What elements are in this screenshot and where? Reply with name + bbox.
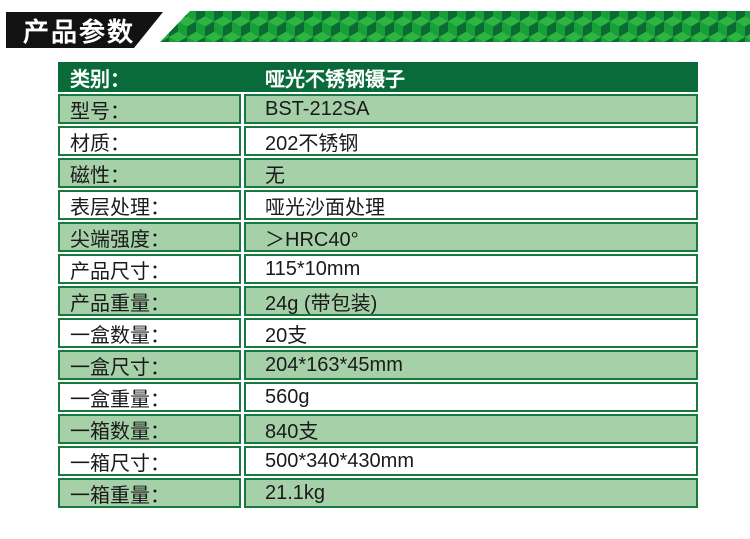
table-row: 产品尺寸： 115*10mm — [58, 254, 698, 284]
param-value: 204*163*45mm — [244, 350, 698, 380]
param-label: 磁性： — [58, 158, 241, 188]
param-label: 材质： — [58, 126, 241, 156]
cube-pattern-strip — [160, 11, 750, 42]
param-value: 500*340*430mm — [244, 446, 698, 476]
param-value: 115*10mm — [244, 254, 698, 284]
table-row: 一箱数量： 840支 — [58, 414, 698, 444]
param-label: 一盒尺寸： — [58, 350, 241, 380]
table-row: 一盒尺寸： 204*163*45mm — [58, 350, 698, 380]
param-label: 一箱数量： — [58, 414, 241, 444]
table-row: 一盒重量： 560g — [58, 382, 698, 412]
table-row: 材质： 202不锈钢 — [58, 126, 698, 156]
param-label: 型号： — [58, 94, 241, 124]
param-label: 一盒数量： — [58, 318, 241, 348]
cube-pattern-icon — [160, 11, 750, 42]
param-value: 哑光沙面处理 — [244, 190, 698, 220]
spec-table: 类别： 哑光不锈钢镊子 型号： BST-212SA 材质： 202不锈钢 磁性：… — [58, 62, 698, 510]
param-value: 哑光不锈钢镊子 — [244, 62, 698, 92]
param-value: ＞HRC40° — [244, 222, 698, 252]
table-row: 产品重量： 24g (带包装) — [58, 286, 698, 316]
param-label: 表层处理： — [58, 190, 241, 220]
table-row: 尖端强度： ＞HRC40° — [58, 222, 698, 252]
param-value: 202不锈钢 — [244, 126, 698, 156]
param-value: 20支 — [244, 318, 698, 348]
table-row: 磁性： 无 — [58, 158, 698, 188]
param-value: 无 — [244, 158, 698, 188]
param-value: 21.1kg — [244, 478, 698, 508]
param-value: 24g (带包装) — [244, 286, 698, 316]
param-label: 一盒重量： — [58, 382, 241, 412]
param-value: 840支 — [244, 414, 698, 444]
table-row: 一箱重量： 21.1kg — [58, 478, 698, 508]
param-label: 产品重量： — [58, 286, 241, 316]
param-label: 尖端强度： — [58, 222, 241, 252]
table-row: 表层处理： 哑光沙面处理 — [58, 190, 698, 220]
param-label: 类别： — [58, 62, 244, 92]
section-banner: 产品参数 — [6, 12, 163, 48]
section-title: 产品参数 — [23, 16, 136, 47]
param-value: BST-212SA — [244, 94, 698, 124]
table-row: 一盒数量： 20支 — [58, 318, 698, 348]
param-label: 一箱重量： — [58, 478, 241, 508]
table-row: 类别： 哑光不锈钢镊子 — [58, 62, 698, 92]
param-label: 一箱尺寸： — [58, 446, 241, 476]
param-value: 560g — [244, 382, 698, 412]
table-row: 型号： BST-212SA — [58, 94, 698, 124]
table-row: 一箱尺寸： 500*340*430mm — [58, 446, 698, 476]
param-label: 产品尺寸： — [58, 254, 241, 284]
